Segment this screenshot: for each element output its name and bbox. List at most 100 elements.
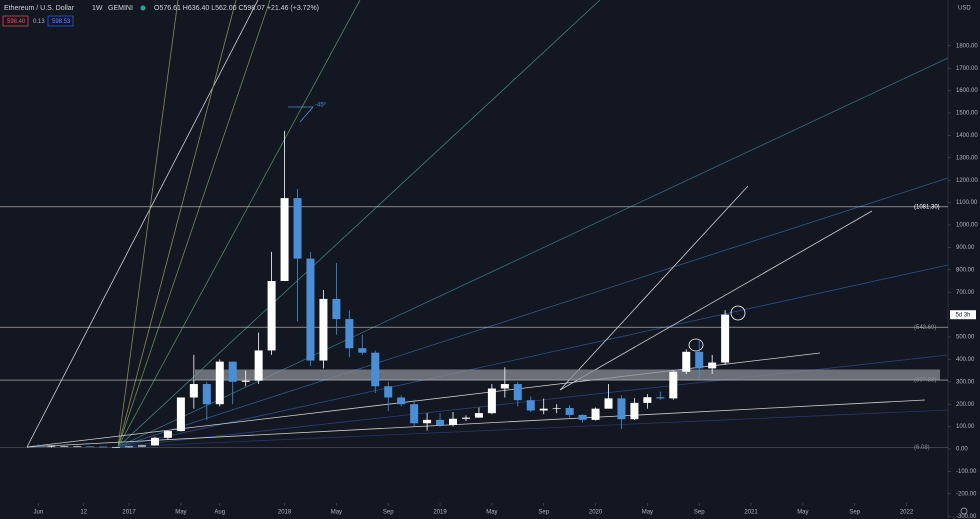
candle-body: [565, 408, 574, 415]
candle-body: [163, 431, 172, 438]
y-tick-label: 100.00: [956, 424, 975, 430]
candle-body: [397, 397, 406, 405]
candle-body: [604, 398, 613, 409]
candle-body: [410, 404, 419, 424]
candle-body: [358, 348, 367, 353]
interval: 1W: [92, 5, 103, 12]
candle-body: [34, 445, 43, 447]
candle-body: [371, 352, 380, 387]
y-tick-label: 1500.00: [956, 111, 978, 117]
candle-body: [125, 446, 134, 448]
candle-body: [656, 397, 665, 399]
x-tick-label: 2018: [278, 510, 292, 516]
candle-body: [474, 413, 483, 418]
price-level-label: (6.08): [914, 445, 930, 451]
x-tick-label: 2019: [433, 510, 447, 516]
bid-box[interactable]: [2, 15, 29, 27]
x-tick-label: 2021: [744, 510, 758, 516]
candle-body: [630, 402, 639, 420]
y-tick-label: 0.00: [956, 447, 968, 453]
candle-body: [708, 362, 717, 369]
x-tick-label: Aug: [214, 510, 225, 516]
candle-body: [150, 437, 159, 446]
y-tick-label: 300.00: [956, 379, 975, 385]
countdown-box: [950, 310, 976, 320]
x-tick-label: Sep: [383, 510, 394, 516]
bid[interactable]: 598.40: [7, 19, 26, 25]
candle-body: [228, 361, 237, 382]
candle-body: [112, 447, 121, 448]
candle-body: [436, 419, 445, 426]
candle-body: [500, 384, 509, 389]
candle-body: [73, 446, 82, 447]
price-level-label: (543.69): [914, 325, 936, 331]
candle-body: [487, 388, 496, 414]
candle-body: [578, 414, 587, 420]
candle-body: [60, 446, 69, 447]
x-tick-label: 2017: [122, 510, 136, 516]
y-tick-label: 1400.00: [956, 133, 978, 139]
candle-body: [643, 397, 652, 403]
angle-annotation: -45º: [315, 102, 327, 109]
ohlc: O576.61 H636.40 L562.00 C598.07 +21.46 (…: [154, 5, 319, 12]
candle-body: [682, 351, 691, 372]
candle-body: [47, 446, 56, 447]
y-tick-label: 1300.00: [956, 155, 978, 161]
x-tick-label: May: [331, 510, 342, 516]
candle-body: [267, 281, 276, 351]
y-tick-label: 800.00: [956, 267, 975, 273]
x-tick-label: May: [175, 510, 186, 516]
x-tick-label: May: [642, 510, 653, 516]
candle-body: [617, 398, 626, 420]
x-tick-label: Sep: [538, 510, 549, 516]
symbol: Ethereum / U.S. Dollar: [4, 5, 75, 12]
candle-body: [449, 418, 458, 426]
candle-body: [461, 417, 470, 419]
candle-body: [241, 380, 250, 382]
candle-body: [202, 384, 211, 405]
x-tick-label: Sep: [849, 510, 860, 516]
support-zone: [195, 369, 940, 381]
y-tick-label: 1700.00: [956, 66, 978, 72]
y-tick-label: 400.00: [956, 357, 975, 363]
y-tick-label: -300.00: [956, 514, 977, 519]
x-tick-label: Sep: [694, 510, 705, 516]
candle-body: [215, 361, 224, 405]
candle-body: [332, 298, 341, 320]
y-tick-label: 200.00: [956, 402, 975, 408]
candle-body: [669, 371, 678, 399]
x-tick-label: Jun: [34, 510, 44, 516]
y-tick-label: 1100.00: [956, 200, 978, 206]
spread: 0.13: [33, 19, 45, 25]
candle-body: [384, 386, 393, 398]
ask[interactable]: 598.53: [52, 19, 71, 25]
settings-button[interactable]: [960, 507, 968, 515]
candle-body: [254, 350, 263, 381]
x-tick-label: May: [797, 510, 808, 516]
candle-body: [513, 384, 522, 401]
candle-body: [345, 319, 354, 349]
candle-body: [86, 446, 95, 447]
x-tick-label: 12: [80, 510, 87, 516]
candle-body: [526, 400, 535, 411]
x-tick-label: May: [486, 510, 497, 516]
y-tick-label: 1000.00: [956, 223, 978, 229]
candle-body: [280, 198, 289, 282]
y-tick-label: 1600.00: [956, 88, 978, 94]
countdown: 5d 3h: [955, 312, 970, 318]
y-tick-label: 1800.00: [956, 43, 978, 49]
candle-body: [176, 397, 185, 432]
y-tick-label: 900.00: [956, 245, 975, 251]
candle-body: [99, 446, 108, 448]
candle-body: [695, 351, 704, 369]
candle-body: [306, 258, 315, 361]
x-tick-label: 2020: [589, 510, 603, 516]
candle-body: [423, 419, 432, 424]
candle-body: [138, 445, 147, 447]
candle-body: [539, 408, 548, 411]
candle-body: [319, 298, 328, 361]
ask-box[interactable]: [47, 15, 74, 27]
y-unit: USD: [958, 6, 971, 12]
